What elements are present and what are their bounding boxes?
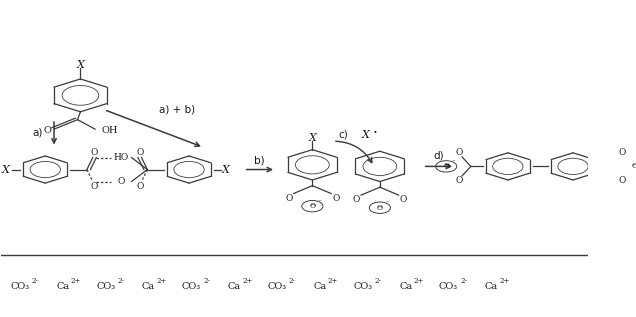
Text: OH: OH <box>102 126 118 135</box>
Text: O: O <box>117 177 125 186</box>
Text: Ca: Ca <box>56 282 69 291</box>
Text: ⁻: ⁻ <box>385 201 389 207</box>
Text: HO: HO <box>113 153 128 162</box>
Text: O: O <box>90 148 98 157</box>
Text: 2+: 2+ <box>499 277 509 285</box>
Text: Ca: Ca <box>399 282 412 291</box>
Text: 2-: 2- <box>375 277 382 285</box>
Text: 2+: 2+ <box>156 277 167 285</box>
Text: X: X <box>1 165 10 175</box>
Text: X: X <box>76 60 85 70</box>
Text: 2-: 2- <box>204 277 210 285</box>
Text: 2+: 2+ <box>71 277 81 285</box>
Text: 2+: 2+ <box>328 277 338 285</box>
Text: O: O <box>137 148 144 157</box>
Text: Ca: Ca <box>485 282 498 291</box>
Text: Ca: Ca <box>314 282 326 291</box>
Text: O: O <box>137 182 144 191</box>
Text: Θ: Θ <box>443 162 449 171</box>
Text: 2-: 2- <box>460 277 467 285</box>
Text: 2+: 2+ <box>413 277 424 285</box>
Text: O: O <box>332 194 340 203</box>
Text: O: O <box>618 148 625 157</box>
Text: d): d) <box>434 150 444 160</box>
Text: CO₃: CO₃ <box>182 282 201 291</box>
Text: O: O <box>353 195 360 204</box>
Text: c): c) <box>338 130 348 140</box>
Text: O: O <box>455 176 463 185</box>
Text: Θ: Θ <box>377 204 383 212</box>
Text: CO₃: CO₃ <box>439 282 458 291</box>
Text: O: O <box>618 176 625 185</box>
Text: CO₃: CO₃ <box>96 282 115 291</box>
Text: 2-: 2- <box>32 277 39 285</box>
Text: O: O <box>285 194 293 203</box>
Text: a): a) <box>32 128 43 138</box>
Text: Ca: Ca <box>142 282 155 291</box>
Text: 2-: 2- <box>289 277 296 285</box>
Text: O: O <box>455 148 463 157</box>
Text: X: X <box>222 165 230 175</box>
Text: X: X <box>308 133 316 143</box>
Text: Ca: Ca <box>228 282 241 291</box>
Text: O: O <box>399 195 407 204</box>
Text: Θ: Θ <box>632 162 636 171</box>
Text: a) + b): a) + b) <box>159 105 195 114</box>
Text: CO₃: CO₃ <box>10 282 29 291</box>
Text: O: O <box>90 182 98 191</box>
Text: Θ: Θ <box>309 202 315 210</box>
Text: ⁻: ⁻ <box>318 199 322 205</box>
Text: CO₃: CO₃ <box>268 282 287 291</box>
Text: 2+: 2+ <box>242 277 252 285</box>
Text: O: O <box>43 126 51 135</box>
Text: b): b) <box>254 155 265 165</box>
Text: 2-: 2- <box>118 277 125 285</box>
Text: ·: · <box>373 126 378 141</box>
Text: ⁻: ⁻ <box>452 159 455 165</box>
Text: X: X <box>361 130 369 140</box>
Text: CO₃: CO₃ <box>353 282 373 291</box>
